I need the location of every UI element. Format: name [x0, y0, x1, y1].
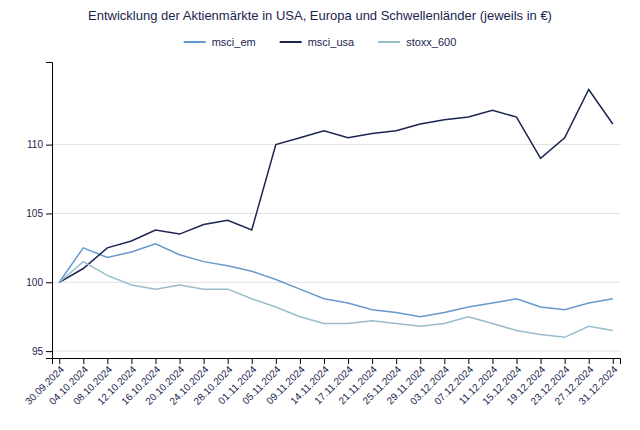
y-tick-label: 95: [32, 346, 44, 357]
x-tick-mark: [613, 358, 614, 364]
x-tick-mark: [204, 358, 205, 364]
lines: [59, 90, 613, 338]
x-tick-label: 31.12.2024: [576, 363, 619, 406]
chart: 95 100 105 110 30.09.202404.10.202408.10.202…: [0, 0, 640, 430]
legend-item: msci_em: [184, 36, 256, 48]
x-tick-mark: [565, 358, 566, 364]
legend-item: msci_usa: [280, 36, 355, 48]
legend-label: msci_em: [212, 36, 256, 48]
legend-swatch: [184, 41, 206, 43]
y-tick-mark: [46, 282, 52, 283]
y-tick-label: 105: [26, 208, 43, 219]
x-tick-mark: [155, 358, 156, 364]
title: Entwicklung der Aktienmärkte in USA, Eur…: [88, 8, 552, 23]
legend-label: msci_usa: [308, 36, 355, 48]
series-line: [59, 90, 613, 283]
x-tick: 31.12.2024: [576, 358, 619, 407]
y-tick: 105: [26, 208, 52, 219]
series-line: [59, 244, 613, 317]
x-tick-mark: [83, 358, 84, 364]
y-tick: 110: [27, 139, 52, 150]
y-tick-label: 100: [26, 277, 43, 288]
x-tick-mark: [324, 358, 325, 364]
grid: [52, 145, 620, 352]
x-tick-mark: [300, 358, 301, 364]
x-tick-mark: [107, 358, 108, 364]
y-tick-mark: [46, 213, 52, 214]
x-tick-mark: [492, 358, 493, 364]
legend: msci_em msci_usa stoxx_600: [184, 36, 457, 48]
y-tick: 95: [32, 346, 52, 357]
x-tick-mark: [468, 358, 469, 364]
x-tick-mark: [131, 358, 132, 364]
x-tick-mark: [276, 358, 277, 364]
x-tick-mark: [396, 358, 397, 364]
x-tick-mark: [59, 358, 60, 364]
legend-label: stoxx_600: [406, 36, 456, 48]
x-tick-mark: [444, 358, 445, 364]
y-tick: 100: [26, 277, 52, 288]
grid-line: [52, 282, 620, 283]
x-tick-mark: [180, 358, 181, 364]
legend-item: stoxx_600: [378, 36, 456, 48]
legend-swatch: [378, 41, 400, 43]
y-tick-mark: [46, 351, 52, 352]
grid-line: [52, 144, 620, 145]
y-tick-mark: [46, 145, 52, 146]
y-axis: 95 100 105 110: [26, 63, 52, 359]
grid-line: [52, 351, 620, 352]
legend-swatch: [280, 41, 302, 43]
plot-area: 95 100 105 110 30.09.202404.10.202408.10.202…: [23, 63, 621, 407]
x-axis-line: [53, 359, 621, 365]
x-tick-mark: [589, 358, 590, 364]
x-tick-mark: [420, 358, 421, 364]
x-tick-mark: [372, 358, 373, 364]
x-tick-mark: [541, 358, 542, 364]
y-tick-label: 110: [27, 139, 43, 150]
x-axis: 30.09.202404.10.202408.10.202412.10.2024…: [23, 358, 621, 407]
x-tick-mark: [228, 358, 229, 364]
x-tick-mark: [517, 358, 518, 364]
y-axis-line: [46, 63, 53, 359]
x-tick-mark: [348, 358, 349, 364]
grid-line: [52, 213, 620, 214]
x-tick-mark: [252, 358, 253, 364]
series-line: [59, 262, 613, 338]
